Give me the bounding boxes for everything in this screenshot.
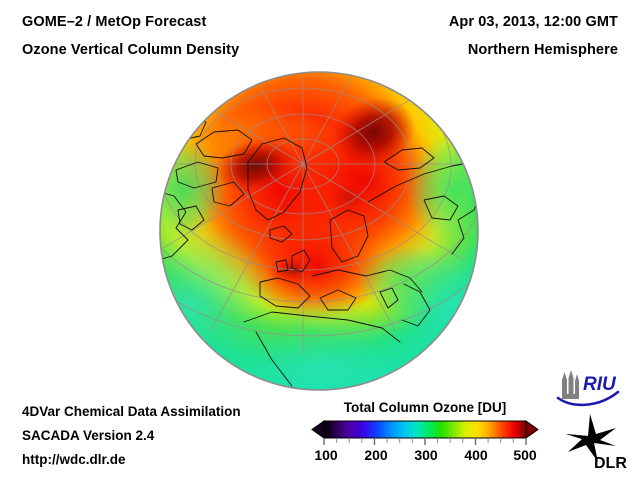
riu-wordmark: RIU [583, 374, 617, 395]
riu-swoosh-icon [556, 390, 620, 407]
dlr-wordmark: DLR [594, 455, 627, 472]
forecast-datetime: Apr 03, 2013, 12:00 GMT [448, 14, 618, 30]
colorbar-tick-400: 400 [464, 447, 488, 463]
colorbar-tick-200: 200 [364, 447, 388, 463]
logo-group: RIU DLR [552, 368, 638, 476]
footer-info: 4DVar Chemical Data Assimilation SACADA … [22, 400, 322, 472]
colorbar-minor-ticks [336, 438, 514, 443]
globe-outline [159, 71, 479, 391]
colorbar: Total Column Ozone [DU] [305, 400, 545, 472]
header-row-bottom: Ozone Vertical Column Density Northern H… [22, 42, 618, 58]
colorbar-tick-300: 300 [414, 447, 438, 463]
colorbar-scale [311, 420, 539, 445]
dlr-logo[interactable]: DLR [560, 412, 630, 474]
colorbar-gradient [323, 420, 527, 439]
footer-version: SACADA Version 2.4 [22, 428, 155, 443]
colorbar-tick-labels: 100 200 300 400 500 [305, 447, 545, 467]
riu-tower-icon [562, 370, 579, 399]
header-row-top: GOME–2 / MetOp Forecast Apr 03, 2013, 12… [22, 14, 618, 30]
colorbar-high-cap [525, 420, 539, 439]
dlr-pinwheel-icon [566, 414, 616, 462]
ozone-field [160, 72, 478, 390]
region-label: Northern Hemisphere [467, 42, 618, 58]
colorbar-tick-500: 500 [513, 447, 537, 463]
colorbar-major-ticks [323, 438, 527, 445]
colorbar-low-cap [311, 420, 325, 439]
colorbar-tick-100: 100 [314, 447, 338, 463]
footer-url[interactable]: http://wdc.dlr.de [22, 452, 126, 467]
page-subtitle: Ozone Vertical Column Density [22, 42, 240, 58]
coastlines [160, 117, 478, 387]
globe-map [152, 70, 486, 392]
header: GOME–2 / MetOp Forecast Apr 03, 2013, 12… [0, 0, 640, 66]
colorbar-title: Total Column Ozone [DU] [343, 400, 507, 415]
footer-method: 4DVar Chemical Data Assimilation [22, 404, 241, 419]
riu-logo[interactable]: RIU [556, 368, 634, 408]
page-title: GOME–2 / MetOp Forecast [22, 14, 207, 30]
